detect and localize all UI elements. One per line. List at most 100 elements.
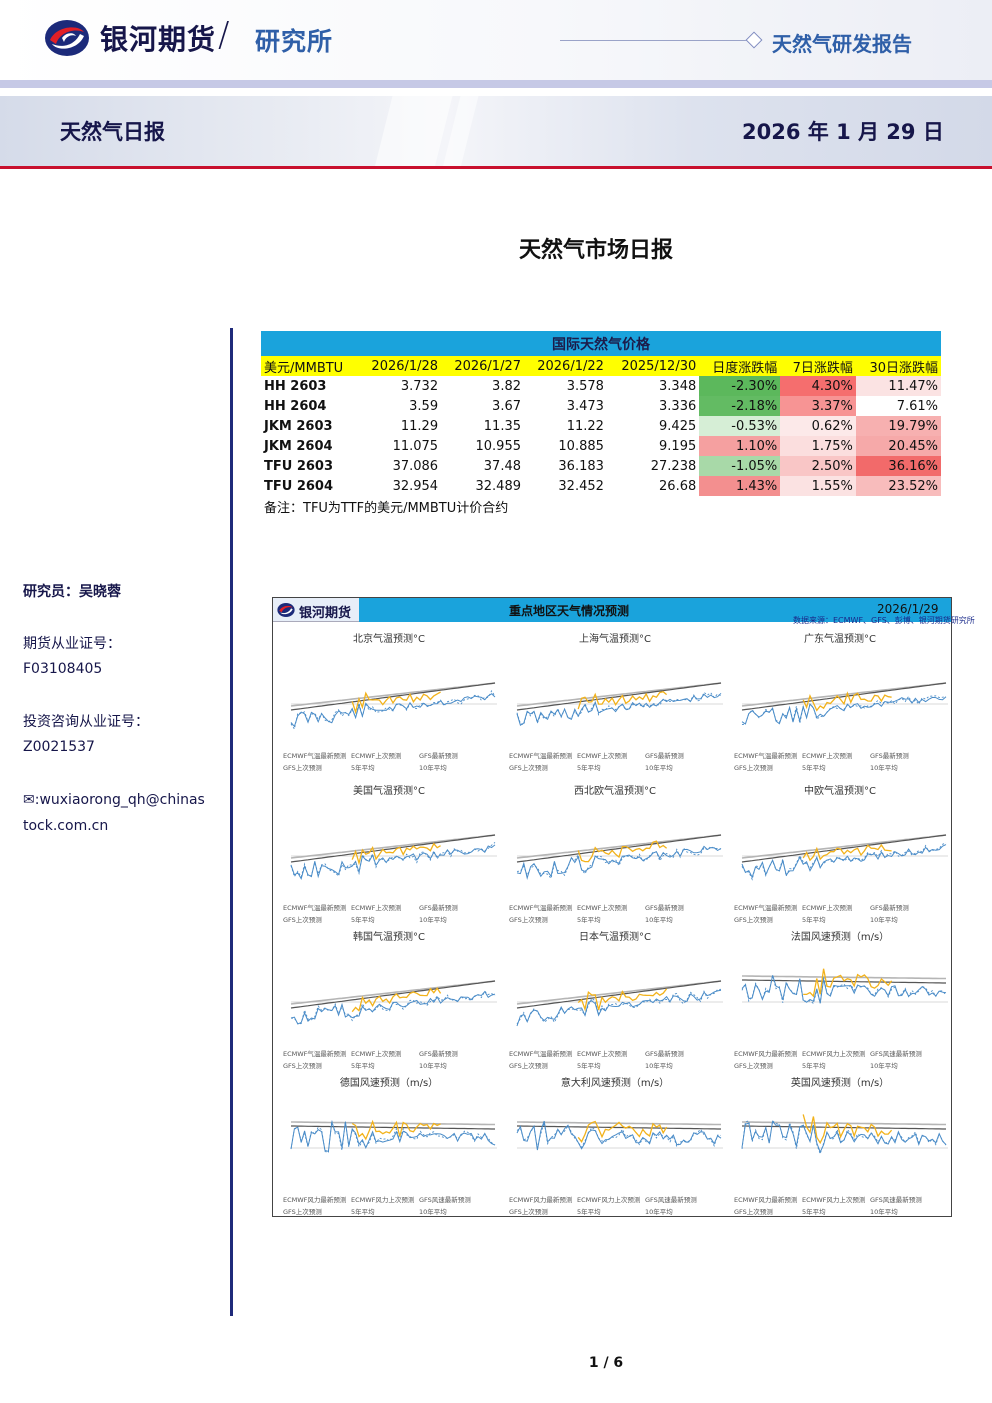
avg10-line: [742, 1121, 946, 1126]
sidebar-divider: [230, 328, 233, 1316]
legend-entry: ECMWF上次预测: [577, 904, 628, 912]
avg5-line: [741, 834, 947, 863]
title-band: [0, 96, 992, 166]
change-cell: 2.50%: [780, 456, 856, 476]
legend-entry: 10年平均: [419, 764, 447, 772]
legend-entry: ECMWF气温最新预测: [509, 1050, 573, 1058]
forecast-plot: [741, 682, 948, 726]
forecast-mini-chart: 上海气温预测°C ECMWF气温最新预测 ECMWF上次预测 GFS最新预测 GFS上次…: [503, 626, 727, 772]
legend-entry: GFS最新预测: [419, 904, 458, 912]
mini-chart-title: 上海气温预测°C: [579, 634, 651, 645]
table-row: JKM 2603 11.29 11.35 11.22 9.425 -0.53% 0.62% 1…: [261, 416, 941, 436]
legend-entry: GFS风速最新预测: [419, 1196, 471, 1204]
table-row: TFU 2603 37.086 37.48 36.183 27.238 -1.05% 2.5…: [261, 456, 941, 476]
ecmwf-line: [516, 845, 722, 880]
price-cell: 3.336: [659, 398, 697, 414]
avg5-line: [516, 834, 722, 863]
legend-entry: 10年平均: [870, 1062, 898, 1070]
change-cell: 4.30%: [780, 376, 856, 396]
ecmwf-line: [741, 975, 947, 1004]
legend-entry: 5年平均: [802, 1062, 826, 1070]
price-cell: 11.22: [566, 418, 604, 434]
price-cell: 11.29: [400, 418, 439, 434]
gfs-line: [803, 968, 893, 998]
change-cell: 1.55%: [780, 476, 856, 496]
legend-entry: 10年平均: [419, 1208, 447, 1216]
legend-entry: ECMWF风力最新预测: [734, 1050, 798, 1058]
avg5-line: [290, 834, 496, 863]
header-stripe: [0, 80, 992, 88]
department-name: 研究所: [255, 27, 334, 56]
email-link[interactable]: ✉:wuxiaorong_qh@chinas: [23, 792, 205, 808]
ecmwf-line: [516, 1120, 722, 1151]
legend-entry: GFS最新预测: [419, 752, 458, 760]
legend-entry: ECMWF风力上次预测: [802, 1050, 866, 1058]
ecmwf-line: [290, 1121, 496, 1153]
mini-chart-title: 英国风速预测（m/s）: [790, 1078, 890, 1089]
ecmwf-line: [516, 692, 722, 726]
legend-entry: 10年平均: [419, 1062, 447, 1070]
ecmwf-prev-line: [290, 1120, 496, 1154]
legend-entry: ECMWF上次预测: [577, 1050, 628, 1058]
price-cell: 11.075: [392, 438, 439, 454]
weather-date: 2026/1/29: [877, 602, 939, 616]
price-cell: 3.473: [566, 398, 604, 414]
legend-entry: 5年平均: [577, 916, 601, 924]
weather-banner: 银河期货 重点地区天气情况预测 2026/1/29 数据来源：ECMWF、GFS…: [273, 598, 975, 625]
legend-entry: GFS上次预测: [509, 764, 548, 772]
legend-entry: ECMWF气温最新预测: [283, 904, 347, 912]
change-cell: 7.61%: [855, 396, 941, 416]
forecast-plot: [741, 968, 948, 1005]
mini-chart-legend: ECMWF气温最新预测 ECMWF上次预测 GFS最新预测 GFS上次预测 5年平均 10…: [734, 904, 948, 928]
change-cell: 36.16%: [855, 456, 941, 476]
gfs-line: [802, 843, 892, 862]
legend-entry: ECMWF风力最新预测: [283, 1196, 347, 1204]
legend-entry: 10年平均: [645, 1208, 673, 1216]
researcher-name: 研究员：吴晓蓉: [23, 584, 121, 600]
column-header: 2026/1/22: [524, 356, 607, 376]
gfs-line: [577, 690, 668, 710]
brand-divider: /: [218, 15, 230, 55]
table-row: HH 2604 3.59 3.67 3.473 3.336 -2.18% 3.37% 7.61…: [261, 396, 941, 416]
table-row: JKM 2604 11.075 10.955 10.885 9.195 1.10% 1.75…: [261, 436, 941, 456]
column-header: 美元/MMBTU: [261, 356, 359, 376]
avg5-line: [742, 1125, 946, 1130]
legend-entry: ECMWF上次预测: [577, 752, 628, 760]
header-rule: [560, 40, 748, 41]
price-cell: 3.348: [659, 378, 697, 394]
legend-entry: GFS上次预测: [283, 1208, 322, 1216]
legend-entry: 10年平均: [645, 764, 673, 772]
legend-entry: ECMWF风力上次预测: [351, 1196, 415, 1204]
email-link-continued[interactable]: tock.com.cn: [23, 818, 109, 834]
change-cell: 23.52%: [855, 476, 941, 496]
forecast-plot: [741, 1114, 948, 1156]
column-header: 日度涨跌幅: [699, 356, 781, 376]
forecast-mini-chart: 法国风速预测（m/s） ECMWF风力最新预测 ECMWF风力上次预测 GFS风速最新…: [728, 924, 952, 1070]
ecmwf-prev-line: [290, 842, 496, 879]
avg5-line: [741, 682, 947, 711]
gfs-line: [351, 842, 441, 866]
forecast-mini-chart: 西北欧气温预测°C ECMWF气温最新预测 ECMWF上次预测 GFS最新预测 GFS上…: [503, 778, 727, 924]
mini-chart-legend: ECMWF气温最新预测 ECMWF上次预测 GFS最新预测 GFS上次预测 5年平均 10…: [509, 1050, 723, 1074]
forecast-plot: [741, 834, 948, 881]
weather-forecast-panel: 银河期货 重点地区天气情况预测 2026/1/29 数据来源：ECMWF、GFS…: [272, 597, 975, 1217]
page-number: 1 / 6: [588, 1355, 624, 1371]
change-cell: -1.05%: [699, 456, 781, 476]
column-header: 2026/1/27: [441, 356, 524, 376]
column-header: 2025/12/30: [606, 356, 700, 376]
change-cell: 1.10%: [699, 436, 781, 456]
price-cell: 37.086: [392, 458, 439, 474]
legend-entry: GFS最新预测: [870, 752, 909, 760]
contract-name: JKM 2603: [264, 418, 333, 434]
legend-entry: 10年平均: [419, 916, 447, 924]
contract-name: HH 2603: [264, 378, 327, 394]
header-red-rule: [0, 166, 992, 169]
forecast-mini-chart: 意大利风速预测（m/s） ECMWF风力最新预测 ECMWF风力上次预测 GFS风速最…: [503, 1070, 727, 1216]
change-cell: 19.79%: [855, 416, 941, 436]
mini-chart-title: 德国风速预测（m/s）: [339, 1078, 439, 1089]
legend-entry: GFS上次预测: [734, 916, 773, 924]
legend-entry: ECMWF上次预测: [351, 1050, 402, 1058]
gfs-line: [802, 691, 892, 712]
mini-chart-legend: ECMWF气温最新预测 ECMWF上次预测 GFS最新预测 GFS上次预测 5年平均 10…: [509, 752, 723, 776]
price-cell: 11.35: [483, 418, 521, 434]
